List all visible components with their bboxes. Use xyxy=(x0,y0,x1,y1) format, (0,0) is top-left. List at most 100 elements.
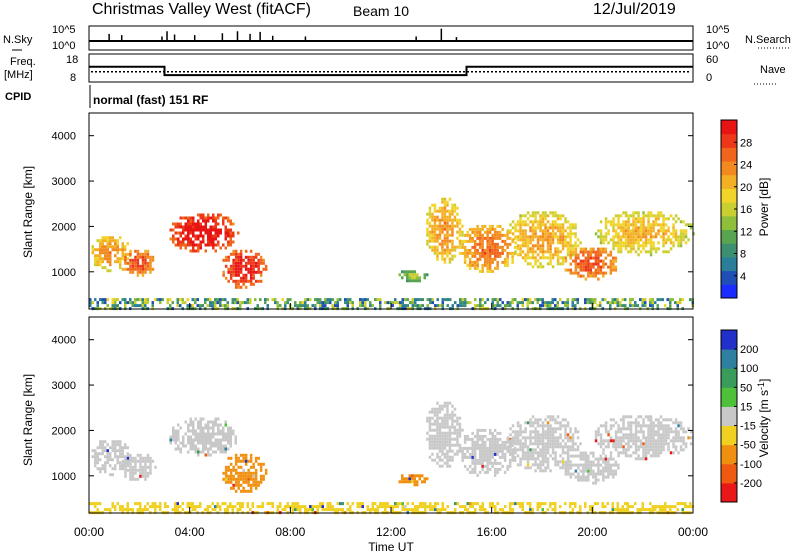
echo-cell-r9-251 xyxy=(667,226,670,230)
echo-cell-r6-52 xyxy=(473,266,477,270)
echo-cell-r10-271 xyxy=(389,301,392,305)
echo-cell-r7-89 xyxy=(531,421,535,425)
echo-cell-r9-157 xyxy=(642,217,645,221)
echo-cell-r8-15 xyxy=(574,253,578,257)
echo-cell-r10-447 xyxy=(606,502,609,506)
echo-cell-r0-43 xyxy=(106,245,109,249)
echo-cell-r6-126 xyxy=(491,464,494,468)
echo-cell-r8-6 xyxy=(569,256,573,260)
echo-cell-r9-182 xyxy=(649,433,653,437)
echo-cell-r8-108 xyxy=(604,247,608,251)
echo-cell-r10-191 xyxy=(304,301,307,305)
echo-cell-r7-48 xyxy=(521,442,525,446)
echo-cell-r3-1 xyxy=(222,477,225,481)
echo-cell-r0-5 xyxy=(94,257,97,261)
echo-cell-r8-56 xyxy=(587,463,590,467)
echo-cell-r1-63 xyxy=(149,255,152,259)
echo-cell-r6-196 xyxy=(513,458,517,462)
echo-cell-r3-75 xyxy=(247,468,250,472)
echo-cell-r9-97 xyxy=(627,250,630,254)
echo-cell-r8-3 xyxy=(564,469,568,473)
echo-cell-r10-15 xyxy=(109,508,112,512)
echo-cell-r6-67 xyxy=(478,458,482,462)
echo-cell-r7-226 xyxy=(559,214,562,218)
echo-cell-r2-144 xyxy=(214,222,217,226)
echo-cell-r9-134 xyxy=(639,415,643,419)
echo-cell-r10-444 xyxy=(571,304,574,308)
echo-cell-r7-274 xyxy=(569,427,572,431)
echo-cell-r9-239 xyxy=(662,238,665,242)
echo-cell-r2-82 xyxy=(197,225,200,229)
echo-cell-r7-80 xyxy=(529,436,532,440)
echo-cell-r8-97 xyxy=(599,259,603,263)
echo-cell-r2-115 xyxy=(209,420,212,424)
x-tick-label-0: 00:00 xyxy=(74,525,104,539)
echo-cell-r3-45 xyxy=(237,483,240,487)
echo-cell-r8-45 xyxy=(584,454,588,458)
echo-cell-r3-90 xyxy=(249,276,253,280)
echo-cell-r2-138 xyxy=(212,237,215,241)
echo-cell-r9-1 xyxy=(597,229,600,233)
echo-cell-r8-47 xyxy=(584,460,588,464)
echo-cell-r9-222 xyxy=(657,232,660,236)
echo-cell-r9-108 xyxy=(632,439,635,443)
echo-cell-r10-100 xyxy=(199,304,202,308)
echo-cell-r9-290 xyxy=(679,421,683,425)
echo-cell-r6-15 xyxy=(466,446,469,450)
echo-cell-r7-174 xyxy=(546,430,550,434)
echo-cell-r8-74 xyxy=(592,271,595,275)
echo-cell-r10-339 xyxy=(469,505,472,509)
echo-cell-r2-172 xyxy=(224,234,227,238)
echo-cell-r8-12 xyxy=(572,271,575,275)
echo-cell-r9-238 xyxy=(662,430,665,434)
echo-cell-r10-269 xyxy=(386,301,389,305)
echo-cell-r7-88 xyxy=(531,415,535,419)
echo-cell-r9-137 xyxy=(639,430,643,434)
echo-cell-r5-184 xyxy=(461,428,464,432)
echo-cell-r9-198 xyxy=(652,448,655,452)
echo-cell-r5-89 xyxy=(443,203,447,207)
echo-cell-r10-144 xyxy=(259,505,262,509)
echo-cell-r2-129 xyxy=(212,435,215,439)
echo-cell-r7-283 xyxy=(571,439,575,443)
echo-cell-r1-51 xyxy=(141,465,145,469)
echo-cell-r6-42 xyxy=(473,230,477,234)
echo-cell-r6-4 xyxy=(461,455,464,459)
echo-cell-r9-305 xyxy=(684,445,688,449)
echo-cell-r10-124 xyxy=(234,505,237,509)
echo-cell-r8-73 xyxy=(592,265,595,269)
echo-cell-r10-95 xyxy=(199,505,202,509)
echo-cell-r8-125 xyxy=(612,265,615,269)
echo-cell-r8-72 xyxy=(592,469,595,473)
echo-cell-r6-162 xyxy=(501,452,504,456)
echo-cell-r10-312 xyxy=(436,502,439,506)
echo-cell-r7-147 xyxy=(541,442,545,446)
echo-cell-r10-304 xyxy=(429,502,432,506)
echo-cell-r10-208 xyxy=(329,508,332,512)
echo-cell-r9-187 xyxy=(649,448,653,452)
echo-cell-r5-10 xyxy=(428,434,432,438)
echo-cell-r0-39 xyxy=(106,455,109,459)
echo-cell-r0-18 xyxy=(99,458,102,462)
echo-cell-r8-21 xyxy=(574,271,578,275)
echo-cell-r3-38 xyxy=(234,285,238,289)
echo-cell-r10-46 xyxy=(134,304,137,308)
echo-cell-r10-46 xyxy=(144,508,147,512)
echo-cell-r0-58 xyxy=(114,449,117,453)
echo-cell-r1-43 xyxy=(141,258,145,262)
echo-cell-r10-177 xyxy=(296,508,299,512)
echo-cell-r6-132 xyxy=(491,239,494,243)
velocity-colorbar-tick-label-6: -100 xyxy=(740,459,762,471)
echo-cell-r7-5 xyxy=(509,439,512,443)
echo-cell-r10-333 xyxy=(464,505,467,509)
echo-cell-r7-289 xyxy=(574,235,577,239)
echo-cell-r6-103 xyxy=(486,470,489,474)
echo-cell-r7-174 xyxy=(546,262,550,266)
echo-cell-r0-72 xyxy=(116,245,119,249)
echo-cell-r6-172 xyxy=(506,437,509,441)
echo-cell-r6-198 xyxy=(511,239,514,243)
echo-cell-r1-26 xyxy=(134,267,137,271)
echo-cell-r10-440 xyxy=(566,304,569,308)
echo-cell-r6-128 xyxy=(493,434,497,438)
echo-cell-r1-50 xyxy=(141,459,145,463)
